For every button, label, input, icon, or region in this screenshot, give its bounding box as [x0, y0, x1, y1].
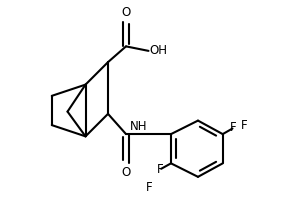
Text: F: F — [241, 119, 247, 132]
Text: F: F — [157, 163, 164, 176]
Text: NH: NH — [130, 120, 147, 133]
Text: OH: OH — [149, 44, 167, 57]
Text: O: O — [121, 166, 131, 179]
Text: F: F — [146, 181, 153, 194]
Text: F: F — [230, 121, 237, 134]
Text: O: O — [121, 6, 131, 19]
